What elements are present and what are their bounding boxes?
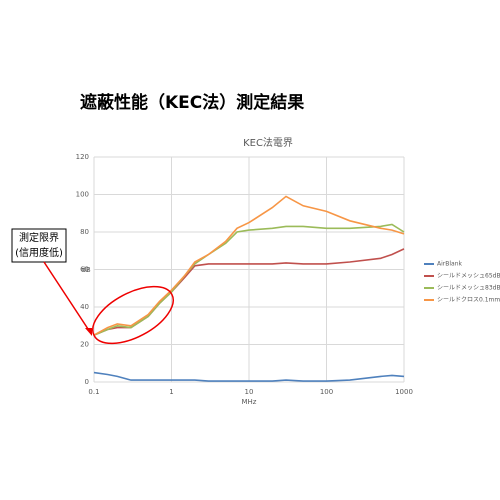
x-tick-label: 1	[169, 388, 173, 396]
series-line	[93, 223, 405, 336]
x-tick-label: 10	[245, 388, 254, 396]
series-line	[93, 195, 405, 336]
legend-label: AirBlank	[437, 261, 463, 268]
plot: 0 20 40 60 80 100 120 0.1 1 10 100 1000 AirBlank シールド…	[76, 153, 500, 396]
y-tick-label: 60	[80, 266, 89, 274]
y-tick-label: 120	[76, 153, 89, 161]
annotation-text: (信用度低)	[15, 246, 63, 259]
y-tick-label: 20	[80, 341, 89, 349]
chart-title: KEC法電界	[243, 136, 293, 149]
y-tick-label: 80	[80, 228, 89, 236]
annotation-text: 測定限界	[19, 231, 59, 244]
highlight-ellipse	[92, 285, 174, 345]
annotation-arrow	[43, 261, 91, 333]
y-axis-label: dB	[81, 266, 90, 274]
heading: 遮蔽性能（KEC法）測定結果	[80, 92, 304, 113]
x-tick-label: 0.1	[88, 388, 99, 396]
x-tick-label: 1000	[395, 388, 413, 396]
legend-label: シールドメッシュ83dB	[437, 285, 500, 292]
arrow-head	[85, 328, 92, 336]
y-tick-label: 40	[80, 303, 89, 311]
series-line	[93, 371, 405, 382]
x-tick-label: 100	[320, 388, 333, 396]
y-tick-label: 0	[85, 378, 89, 386]
y-tick-label: 100	[76, 191, 89, 199]
annotation-box	[11, 228, 67, 263]
x-axis-label: MHz	[242, 398, 257, 406]
legend-label: シールドクロス0.1mm (100MHz以上向け)	[437, 296, 500, 304]
legend-label: シールドメッシュ65dB	[437, 273, 500, 280]
